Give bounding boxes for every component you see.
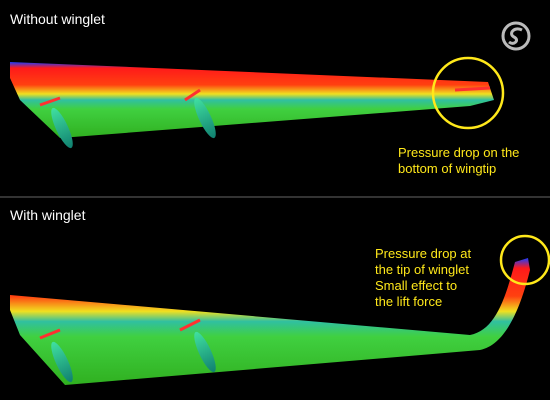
wing-without-winglet: [10, 62, 494, 149]
annotation: the lift force: [375, 294, 442, 309]
annotation: Pressure drop on the: [398, 145, 519, 160]
annotation: Pressure drop at: [375, 246, 471, 261]
wing-with-winglet: [10, 258, 530, 385]
highlight-circle: [431, 56, 505, 130]
panel-title: Without winglet: [10, 11, 105, 27]
annotation: bottom of wingtip: [398, 161, 496, 176]
panel-title: With winglet: [10, 207, 86, 223]
annotation: Small effect to: [375, 278, 457, 293]
annotation: the tip of winglet: [375, 262, 469, 277]
logo: [501, 21, 531, 51]
highlight-circle: [499, 234, 550, 286]
